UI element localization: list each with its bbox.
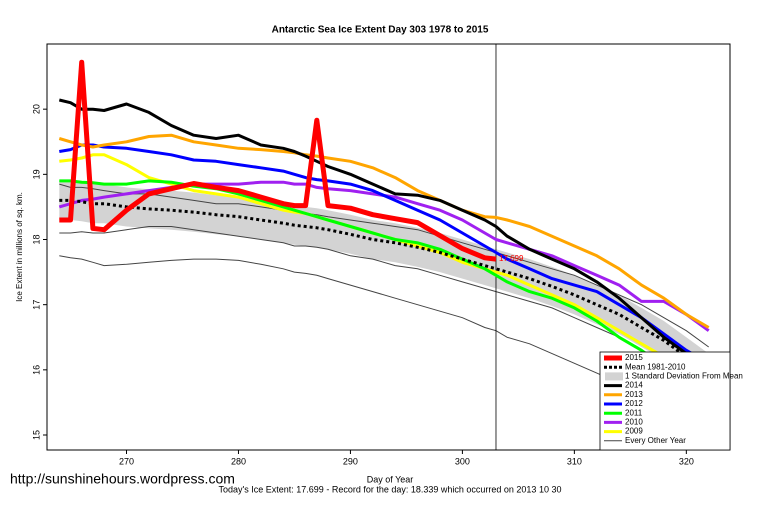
legend-label: 2015 xyxy=(625,353,643,362)
plot-frame xyxy=(46,43,731,451)
legend-label: 2011 xyxy=(625,408,643,417)
legend-label: 2009 xyxy=(625,427,643,436)
legend-label: Mean 1981-2010 xyxy=(625,362,686,371)
y-axis-title: Ice Extent in millions of sq. km. xyxy=(15,192,24,302)
legend-swatch xyxy=(605,372,623,381)
y-tick-label: 19 xyxy=(31,169,41,179)
x-tick-label: 320 xyxy=(679,456,694,466)
x-axis-title: Day of Year xyxy=(367,474,414,484)
x-tick-label: 310 xyxy=(567,456,582,466)
legend-label: 2014 xyxy=(625,381,643,390)
legend-label: Every Other Year xyxy=(625,436,686,445)
series-line xyxy=(58,180,710,332)
source: http://sunshinehours.wordpress.com xyxy=(10,471,235,487)
y-tick-label: 16 xyxy=(31,365,41,375)
x-tick-label: 270 xyxy=(119,456,134,466)
x-tick-label: 290 xyxy=(343,456,358,466)
footer: Today's Ice Extent: 17.699 - Record for … xyxy=(219,484,562,494)
annotation: 17.699 xyxy=(499,254,524,263)
other-year-line xyxy=(59,226,709,397)
legend-label: 1 Standard Deviation From Mean xyxy=(625,372,743,381)
legend-label: 2012 xyxy=(625,399,643,408)
y-tick-label: 17 xyxy=(31,300,41,310)
other-year-line xyxy=(59,255,709,436)
other-year-line xyxy=(59,183,709,348)
legend-label: 2013 xyxy=(625,390,643,399)
y-tick-label: 15 xyxy=(31,430,41,440)
series-line xyxy=(59,143,710,365)
x-tick-label: 280 xyxy=(231,456,246,466)
series-line xyxy=(59,59,497,262)
legend-label: 2010 xyxy=(625,418,643,427)
chart-title: Antarctic Sea Ice Extent Day 303 1978 to… xyxy=(272,25,489,36)
y-tick-label: 20 xyxy=(31,104,41,114)
x-tick-label: 300 xyxy=(455,456,470,466)
series-line xyxy=(59,198,710,375)
series-line xyxy=(58,98,710,368)
series-line xyxy=(59,179,710,407)
series-line xyxy=(58,133,710,329)
y-tick-label: 18 xyxy=(31,234,41,244)
